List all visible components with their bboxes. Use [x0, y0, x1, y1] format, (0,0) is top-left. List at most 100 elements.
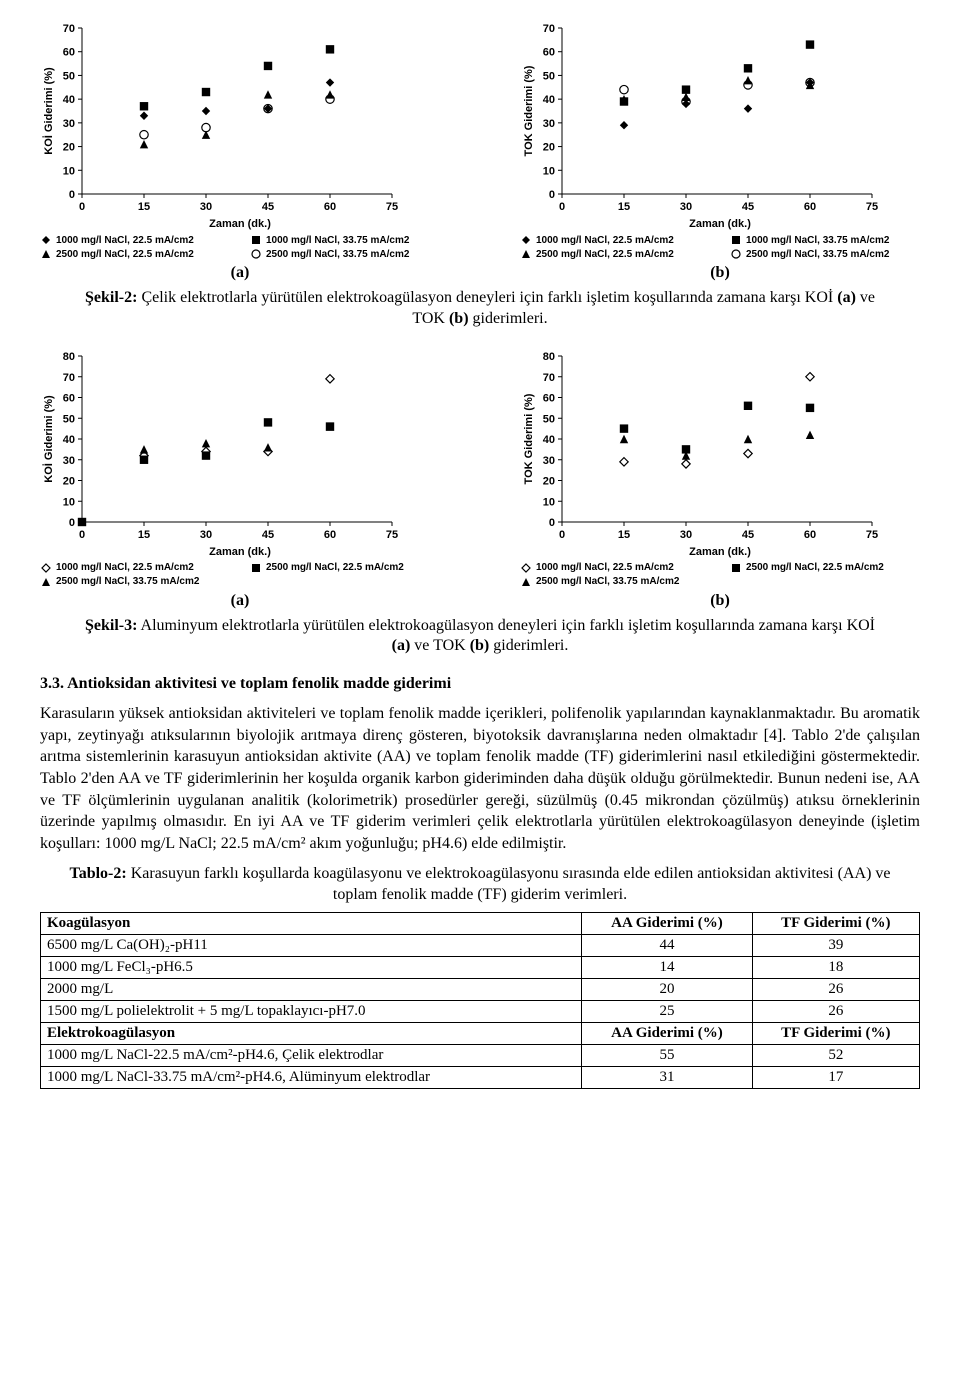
fig2-caption-prefix: Şekil-2:: [85, 289, 137, 306]
figure-2-row: 01020304050607001530456075KOİ Giderimi (…: [40, 20, 920, 282]
data-point: [744, 64, 752, 72]
svg-text:40: 40: [543, 94, 555, 106]
svg-text:30: 30: [200, 529, 212, 541]
svg-text:60: 60: [63, 392, 75, 404]
figure-2-caption: Şekil-2: Çelik elektrotlarla yürütülen e…: [80, 288, 880, 330]
svg-text:20: 20: [63, 475, 75, 487]
svg-text:60: 60: [543, 47, 555, 59]
table-header-cell: Elektrokoagülasyon: [41, 1022, 582, 1044]
table-cell: 52: [752, 1044, 919, 1066]
svg-text:80: 80: [543, 351, 555, 363]
table-row: 1000 mg/L FeCl₃-pH6.51418: [41, 956, 920, 978]
data-point: [140, 131, 148, 139]
data-point: [140, 445, 148, 453]
svg-text:60: 60: [804, 201, 816, 213]
svg-text:30: 30: [543, 454, 555, 466]
table-cell: 2000 mg/L: [41, 978, 582, 1000]
svg-text:75: 75: [386, 529, 398, 541]
svg-text:KOİ Giderimi (%): KOİ Giderimi (%): [42, 67, 55, 155]
svg-text:30: 30: [63, 118, 75, 130]
table-cell: 6500 mg/L Ca(OH)₂-pH11: [41, 934, 582, 956]
table-cell: 25: [582, 1000, 752, 1022]
data-point: [264, 62, 272, 70]
table-cell: 55: [582, 1044, 752, 1066]
svg-text:40: 40: [63, 434, 75, 446]
data-point: [326, 45, 334, 53]
table-row: 6500 mg/L Ca(OH)₂-pH114439: [41, 934, 920, 956]
svg-text:45: 45: [262, 529, 274, 541]
legend-item: 2500 mg/l NaCl, 33.75 mA/cm2: [520, 576, 710, 588]
x-axis-label: Zaman (dk.): [40, 546, 440, 558]
table-cell: 26: [752, 1000, 919, 1022]
data-point: [264, 90, 272, 98]
data-point: [620, 121, 628, 129]
legend-item: 1000 mg/l NaCl, 22.5 mA/cm2: [520, 234, 710, 246]
table-row: 1000 mg/L NaCl-33.75 mA/cm²-pH4.6, Alümi…: [41, 1066, 920, 1088]
table-cell: 26: [752, 978, 919, 1000]
table-row: 1000 mg/L NaCl-22.5 mA/cm²-pH4.6, Çelik …: [41, 1044, 920, 1066]
chart-svg: 0102030405060708001530456075KOİ Giderimi…: [40, 348, 400, 548]
section-3-3-heading: 3.3. Antioksidan aktivitesi ve toplam fe…: [40, 675, 920, 693]
table-row: 1500 mg/L polielektrolit + 5 mg/L topakl…: [41, 1000, 920, 1022]
svg-text:0: 0: [79, 529, 85, 541]
table-2-caption: Tablo-2: Karasuyun farklı koşullarda koa…: [60, 864, 900, 906]
svg-text:TOK Giderimi (%): TOK Giderimi (%): [523, 65, 535, 156]
legend-item: 2500 mg/l NaCl, 33.75 mA/cm2: [40, 576, 230, 588]
svg-text:60: 60: [324, 201, 336, 213]
svg-text:70: 70: [543, 23, 555, 35]
data-point: [264, 443, 272, 451]
fig2-chart-b: 01020304050607001530456075TOK Giderimi (…: [520, 20, 920, 282]
svg-text:80: 80: [63, 351, 75, 363]
svg-text:70: 70: [63, 371, 75, 383]
chart-legend: 1000 mg/l NaCl, 22.5 mA/cm21000 mg/l NaC…: [40, 234, 440, 260]
body-paragraph: Karasuların yüksek antioksidan aktivitel…: [40, 703, 920, 854]
table-cell: 1000 mg/L FeCl₃-pH6.5: [41, 956, 582, 978]
subplot-label: (a): [40, 264, 440, 282]
table-cell: 18: [752, 956, 919, 978]
svg-text:15: 15: [138, 201, 150, 213]
legend-item: 2500 mg/l NaCl, 22.5 mA/cm2: [520, 248, 710, 260]
data-point: [620, 434, 628, 442]
table-header-cell: TF Giderimi (%): [752, 1022, 919, 1044]
svg-text:0: 0: [69, 517, 75, 529]
data-point: [140, 102, 148, 110]
table-cell: 14: [582, 956, 752, 978]
subplot-label: (a): [40, 592, 440, 610]
legend-item: 1000 mg/l NaCl, 22.5 mA/cm2: [40, 234, 230, 246]
table-cell: 44: [582, 934, 752, 956]
chart-legend: 1000 mg/l NaCl, 22.5 mA/cm22500 mg/l NaC…: [40, 562, 440, 588]
data-point: [202, 451, 210, 459]
fig3-caption-prefix: Şekil-3:: [85, 617, 137, 634]
svg-text:10: 10: [63, 165, 75, 177]
table-cell: 17: [752, 1066, 919, 1088]
data-point: [744, 434, 752, 442]
svg-text:60: 60: [804, 529, 816, 541]
svg-text:60: 60: [63, 47, 75, 59]
svg-text:0: 0: [559, 529, 565, 541]
x-axis-label: Zaman (dk.): [520, 546, 920, 558]
svg-text:70: 70: [543, 371, 555, 383]
svg-text:70: 70: [63, 23, 75, 35]
svg-text:50: 50: [63, 70, 75, 82]
svg-text:KOİ Giderimi (%): KOİ Giderimi (%): [42, 395, 55, 483]
table-row: 2000 mg/L2026: [41, 978, 920, 1000]
data-point: [620, 424, 628, 432]
data-point: [264, 418, 272, 426]
legend-item: 2500 mg/l NaCl, 22.5 mA/cm2: [730, 562, 920, 574]
svg-text:75: 75: [866, 529, 878, 541]
svg-text:45: 45: [742, 529, 754, 541]
svg-text:0: 0: [549, 189, 555, 201]
data-point: [806, 40, 814, 48]
svg-text:15: 15: [618, 529, 630, 541]
svg-text:TOK Giderimi (%): TOK Giderimi (%): [523, 393, 535, 484]
svg-text:10: 10: [543, 496, 555, 508]
svg-text:0: 0: [559, 201, 565, 213]
svg-text:40: 40: [63, 94, 75, 106]
table-header-row: KoagülasyonAA Giderimi (%)TF Giderimi (%…: [41, 912, 920, 934]
chart-legend: 1000 mg/l NaCl, 22.5 mA/cm21000 mg/l NaC…: [520, 234, 920, 260]
data-point: [682, 459, 690, 467]
svg-text:10: 10: [543, 165, 555, 177]
legend-item: 2500 mg/l NaCl, 33.75 mA/cm2: [730, 248, 920, 260]
data-point: [140, 140, 148, 148]
legend-item: 1000 mg/l NaCl, 22.5 mA/cm2: [520, 562, 710, 574]
